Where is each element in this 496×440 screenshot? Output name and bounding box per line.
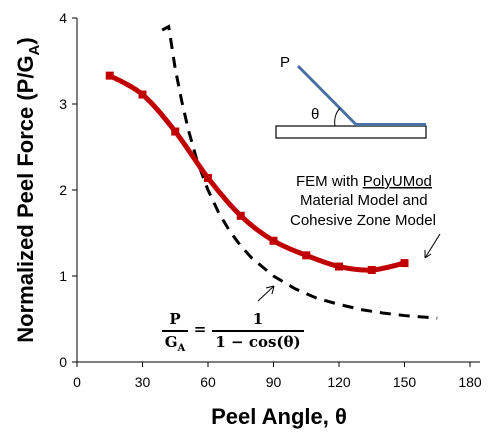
fem-annotation-arrow: [424, 233, 441, 259]
peel-inset-diagram: P θ: [275, 54, 427, 139]
fem-annotation-line1: FEM with PolyUMod: [296, 173, 432, 190]
y-ticks: 0 1 2 3 4: [59, 10, 77, 370]
inset-force-label: P: [280, 54, 290, 71]
fem-data-point: [236, 211, 245, 220]
x-tick-label: 60: [200, 374, 216, 390]
fem-annotation-arrowhead: [424, 250, 432, 259]
fem-curve-line: [107, 73, 407, 273]
inset-peel-arm: [296, 64, 358, 126]
y-axis-title-subscript: A: [26, 44, 43, 55]
analytical-curve-line: [161, 24, 438, 320]
formula-equals: =: [193, 320, 207, 338]
fem-data-point: [138, 90, 147, 99]
y-tick-label: 3: [59, 96, 67, 112]
fem-data-point: [171, 127, 180, 136]
y-tick-label: 4: [59, 10, 67, 26]
fem-data-point: [204, 173, 212, 182]
x-ticks: 0 30 60 90 120 150 180: [73, 362, 482, 390]
x-tick-label: 0: [73, 374, 81, 390]
fem-annotation-wavy-word: PolyUMod: [363, 173, 432, 190]
fem-annotation-line3: Cohesive Zone Model: [290, 212, 436, 229]
y-axis-title: Normalized Peel Force (P/GA): [13, 37, 43, 342]
formula-lhs-bar: [162, 330, 188, 332]
y-axis-title-end: ): [13, 37, 38, 44]
fem-data-point: [400, 259, 409, 268]
y-tick-label: 0: [59, 354, 67, 370]
fem-data-point: [302, 251, 311, 260]
formula-lhs-numerator: P: [169, 310, 181, 328]
series-layer: [105, 24, 438, 320]
inset-angle-label: θ: [311, 106, 319, 123]
x-tick-label: 120: [327, 374, 351, 390]
inset-angle-arc: [334, 107, 341, 127]
formula-rhs-bar: [212, 330, 304, 332]
fem-data-point: [269, 236, 278, 245]
formula-rhs-denominator: 1 − cos(θ): [215, 333, 301, 351]
inset-substrate: [275, 125, 427, 139]
y-tick-label: 1: [59, 268, 67, 284]
formula-lhs-denominator: GA: [164, 333, 186, 354]
formula-rhs-numerator: 1: [252, 310, 264, 328]
fem-data-point: [367, 265, 376, 274]
x-tick-label: 90: [266, 374, 282, 390]
y-tick-label: 2: [59, 182, 67, 198]
x-tick-label: 150: [393, 374, 417, 390]
formula-annotation-arrow: [257, 285, 275, 302]
x-axis-title: Peel Angle, θ: [211, 404, 347, 429]
fem-annotation-line2: Material Model and: [300, 192, 428, 209]
y-axis-title-main: Normalized Peel Force (P/G: [13, 55, 38, 342]
fem-annotation: FEM with PolyUMod Material Model and Coh…: [290, 173, 441, 259]
formula-annotation: P GA = 1 1 − cos(θ): [158, 300, 318, 360]
fem-data-point: [335, 262, 343, 271]
x-tick-label: 30: [135, 374, 151, 390]
x-tick-label: 180: [458, 374, 482, 390]
fem-data-point: [105, 71, 114, 80]
